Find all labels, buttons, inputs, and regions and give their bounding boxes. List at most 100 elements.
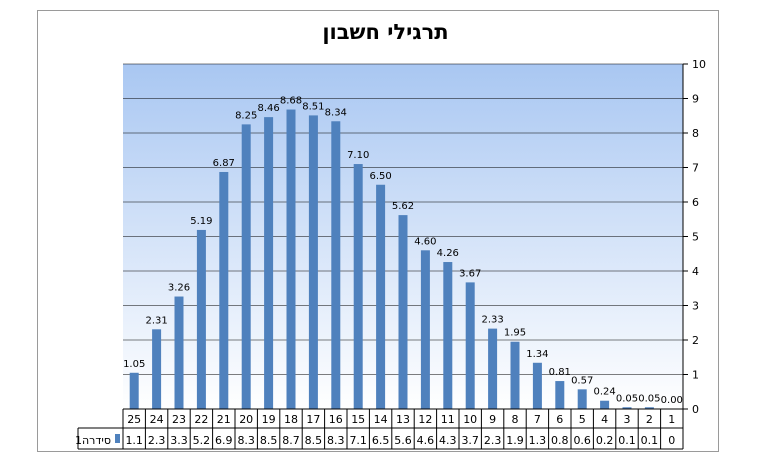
table-cell: 7.1	[349, 434, 367, 447]
data-label: 2.31	[145, 315, 167, 326]
table-cell: 0.6	[573, 434, 591, 447]
table-cell: 6.9	[215, 434, 233, 447]
bar	[398, 215, 408, 409]
data-label: 8.46	[257, 103, 279, 114]
data-label: 8.34	[325, 107, 347, 118]
x-tick-label: 11	[441, 413, 455, 426]
bar	[219, 171, 229, 409]
x-tick-label: 15	[351, 413, 365, 426]
data-label: 1.05	[123, 359, 145, 370]
x-tick-label: 24	[150, 413, 164, 426]
table-cell: 8.5	[260, 434, 278, 447]
x-tick-label: 1	[668, 413, 675, 426]
table-cell: 5.6	[394, 434, 412, 447]
y-tick-label: 7	[692, 162, 699, 175]
table-cell: 3.7	[461, 434, 479, 447]
data-label: 0.00	[661, 395, 683, 406]
y-tick-label: 2	[692, 334, 699, 347]
bar	[286, 109, 296, 409]
data-label: 8.25	[235, 110, 257, 121]
x-tick-label: 3	[624, 413, 631, 426]
table-cell: 0.2	[596, 434, 614, 447]
y-tick-label: 9	[692, 93, 699, 106]
bar	[331, 121, 341, 410]
x-tick-label: 21	[217, 413, 231, 426]
x-tick-label: 8	[512, 413, 519, 426]
y-tick-label: 0	[692, 403, 699, 416]
data-label: 5.19	[190, 216, 212, 227]
table-cell: 2.3	[484, 434, 502, 447]
x-tick-label: 18	[284, 413, 298, 426]
table-cell: 4.3	[439, 434, 457, 447]
data-label: 2.33	[481, 315, 503, 326]
legend-key	[115, 434, 120, 443]
data-label: 8.68	[280, 96, 302, 107]
data-label: 1.95	[504, 328, 526, 339]
bar	[264, 117, 274, 409]
table-cell: 8.5	[305, 434, 323, 447]
x-tick-label: 13	[396, 413, 410, 426]
data-label: 0.05	[638, 393, 660, 404]
bar	[129, 372, 139, 409]
y-tick-label: 6	[692, 196, 699, 209]
table-cell: 8.7	[282, 434, 300, 447]
bar	[241, 124, 251, 409]
table-cell: 0.1	[618, 434, 636, 447]
bar	[353, 164, 363, 409]
x-tick-label: 12	[418, 413, 432, 426]
y-tick-label: 5	[692, 231, 699, 244]
table-cell: 1.1	[125, 434, 143, 447]
bar	[196, 229, 206, 409]
table-cell: 8.3	[327, 434, 345, 447]
data-label: 3.26	[168, 283, 190, 294]
bar	[308, 115, 318, 409]
table-cell: 6.5	[372, 434, 390, 447]
table-cell: 0	[668, 434, 675, 447]
data-label: 0.05	[616, 393, 638, 404]
bar	[600, 400, 610, 409]
x-tick-label: 4	[601, 413, 608, 426]
data-label: 0.81	[549, 367, 571, 378]
data-label: 0.57	[571, 375, 593, 386]
bar	[644, 407, 654, 409]
data-label: 1.34	[526, 349, 548, 360]
y-tick-label: 10	[692, 58, 706, 71]
series-name: סידרה1	[75, 434, 111, 447]
data-label: 6.50	[369, 171, 391, 182]
y-tick-label: 8	[692, 127, 699, 140]
x-tick-label: 17	[306, 413, 320, 426]
table-cell: 0.8	[551, 434, 569, 447]
x-tick-label: 7	[534, 413, 541, 426]
x-tick-label: 19	[262, 413, 276, 426]
table-cell: 5.2	[193, 434, 211, 447]
x-tick-label: 20	[239, 413, 253, 426]
bar	[443, 262, 453, 409]
table-cell: 8.3	[237, 434, 255, 447]
y-tick-label: 1	[692, 369, 699, 382]
x-tick-label: 23	[172, 413, 186, 426]
bar	[465, 282, 475, 409]
bar	[420, 250, 430, 409]
x-tick-label: 16	[329, 413, 343, 426]
table-cell: 1.3	[529, 434, 547, 447]
data-label: 6.87	[213, 158, 235, 169]
bar	[577, 389, 587, 409]
table-cell: 1.9	[506, 434, 524, 447]
table-cell: 3.3	[170, 434, 188, 447]
data-label: 5.62	[392, 201, 414, 212]
data-label: 4.60	[414, 236, 436, 247]
bar	[555, 381, 565, 409]
bar	[174, 296, 184, 409]
table-cell: 2.3	[148, 434, 166, 447]
y-tick-label: 3	[692, 300, 699, 313]
y-tick-label: 4	[692, 265, 699, 278]
bar	[510, 341, 520, 409]
bar	[152, 329, 162, 409]
x-tick-label: 22	[194, 413, 208, 426]
x-tick-label: 2	[646, 413, 653, 426]
bar	[488, 328, 498, 409]
x-tick-label: 9	[489, 413, 496, 426]
x-tick-label: 10	[463, 413, 477, 426]
x-tick-label: 25	[127, 413, 141, 426]
x-tick-label: 6	[556, 413, 563, 426]
